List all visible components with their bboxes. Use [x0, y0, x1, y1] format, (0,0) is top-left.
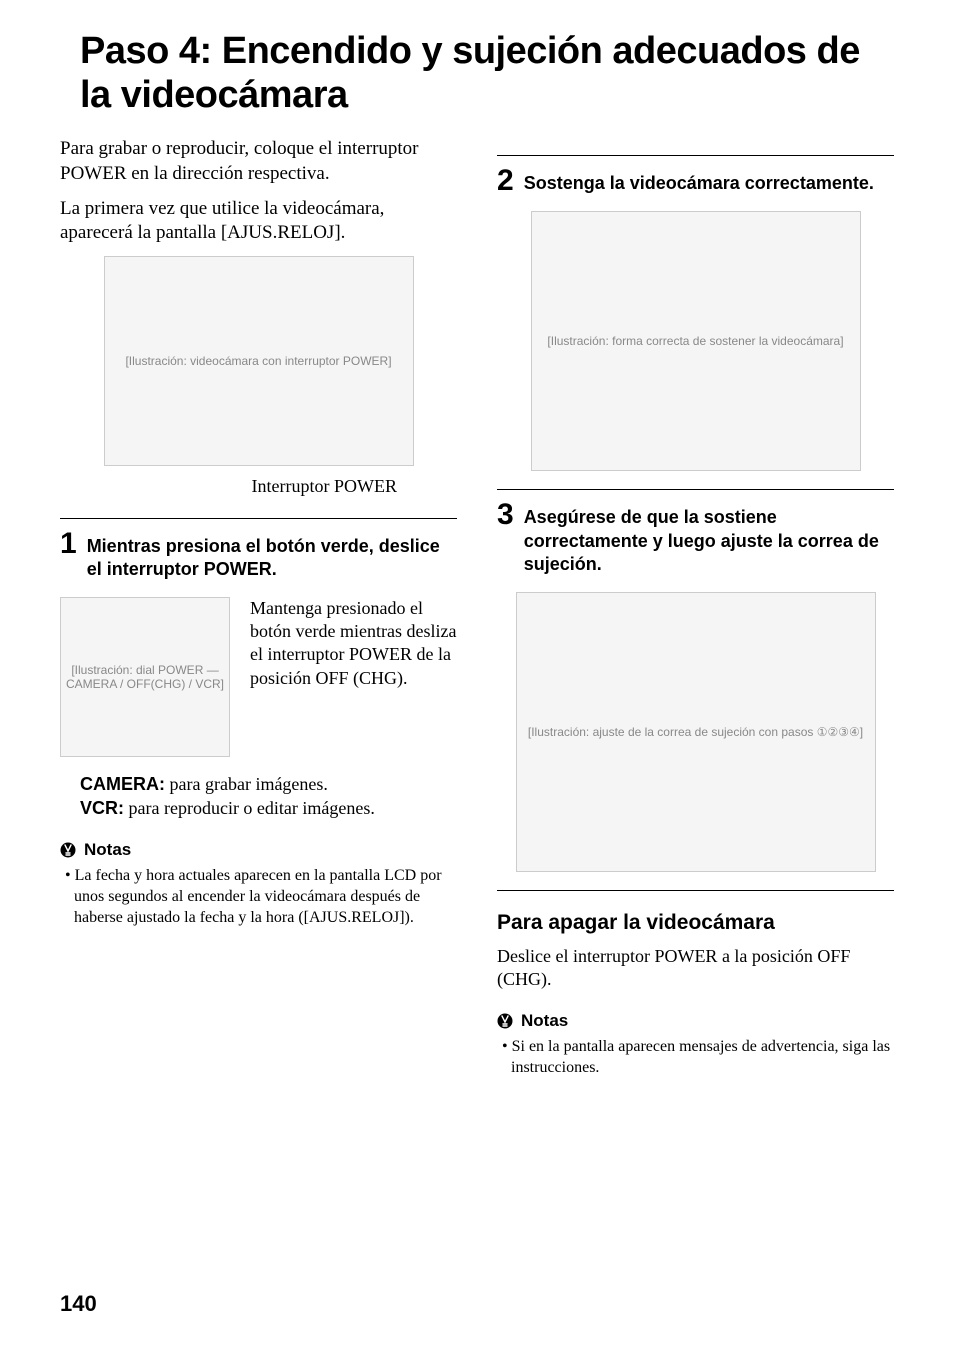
step-1: 1 Mientras presiona el botón verde, desl…	[60, 529, 457, 820]
turn-off-text: Deslice el interruptor POWER a la posici…	[497, 945, 894, 992]
main-camcorder-diagram: [Ilustración: videocámara con interrupto…	[60, 256, 457, 466]
vcr-text: para reproducir o editar imágenes.	[124, 798, 375, 818]
step-3: 3 Asegúrese de que la sostiene correctam…	[497, 500, 894, 871]
page-title: Paso 4: Encendido y sujeción adecuados d…	[60, 30, 894, 117]
turn-off-heading: Para apagar la videocámara	[497, 911, 894, 935]
hold-camcorder-illustration: [Ilustración: forma correcta de sostener…	[531, 211, 861, 471]
step-2-number: 2	[497, 166, 514, 196]
step-2-title: Sostenga la videocámara correctamente.	[524, 166, 874, 195]
note-icon	[60, 842, 76, 858]
left-column: Para grabar o reproducir, coloque el int…	[60, 137, 457, 1079]
notes-heading-2-text: Notas	[521, 1011, 568, 1031]
camcorder-illustration: [Ilustración: videocámara con interrupto…	[104, 256, 414, 466]
vcr-label: VCR:	[80, 798, 124, 818]
camera-label: CAMERA:	[80, 774, 165, 794]
step-divider	[497, 489, 894, 490]
step-3-number: 3	[497, 500, 514, 530]
step-3-title: Asegúrese de que la sostiene correctamen…	[524, 500, 894, 576]
notes-heading-1-text: Notas	[84, 840, 131, 860]
note-item: Si en la pantalla aparecen mensajes de a…	[497, 1037, 894, 1079]
notes-list-1: La fecha y hora actuales aparecen en la …	[60, 866, 457, 928]
power-dial-illustration: [Ilustración: dial POWER — CAMERA / OFF(…	[60, 597, 230, 757]
power-switch-label: Interruptor POWER	[60, 476, 457, 498]
intro-paragraph-2: La primera vez que utilice la videocámar…	[60, 197, 457, 246]
step-divider	[60, 518, 457, 519]
section-divider	[497, 890, 894, 891]
right-column: 2 Sostenga la videocámara correctamente.…	[497, 137, 894, 1079]
step-2: 2 Sostenga la videocámara correctamente.…	[497, 166, 894, 471]
grip-belt-illustration: [Ilustración: ajuste de la correa de suj…	[516, 592, 876, 872]
step-1-number: 1	[60, 529, 77, 559]
notes-list-2: Si en la pantalla aparecen mensajes de a…	[497, 1037, 894, 1079]
notes-heading-1: Notas	[60, 840, 457, 860]
camera-mode-description: CAMERA: para grabar imágenes. VCR: para …	[60, 772, 457, 821]
notes-heading-2: Notas	[497, 1011, 894, 1031]
step-1-title: Mientras presiona el botón verde, deslic…	[87, 529, 457, 582]
intro-paragraph-1: Para grabar o reproducir, coloque el int…	[60, 137, 457, 186]
page-number: 140	[60, 1291, 97, 1317]
two-column-layout: Para grabar o reproducir, coloque el int…	[60, 137, 894, 1079]
step-1-side-text: Mantenga presionado el botón verde mient…	[250, 597, 457, 691]
note-item: La fecha y hora actuales aparecen en la …	[60, 866, 457, 928]
step-divider	[497, 155, 894, 156]
note-icon	[497, 1013, 513, 1029]
camera-text: para grabar imágenes.	[165, 774, 328, 794]
